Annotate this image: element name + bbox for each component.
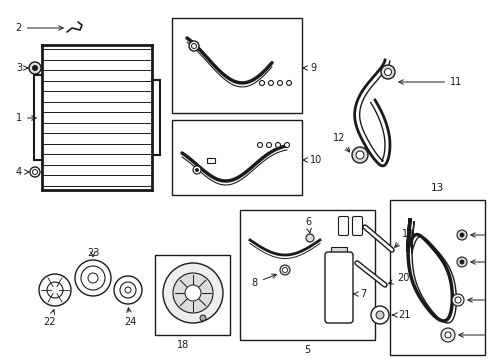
Bar	[389, 200, 484, 355]
Circle shape	[275, 143, 280, 148]
Text: 3: 3	[16, 63, 28, 73]
Circle shape	[257, 143, 262, 148]
Text: 18: 18	[177, 340, 189, 350]
Circle shape	[173, 273, 213, 313]
Bar	[330, 247, 346, 257]
Bar	[383, 69, 391, 75]
Bar	[172, 120, 302, 195]
Circle shape	[456, 230, 466, 240]
Text: 17: 17	[470, 230, 488, 240]
Bar	[206, 158, 215, 163]
Text: 11: 11	[398, 77, 461, 87]
Circle shape	[444, 332, 450, 338]
Circle shape	[259, 81, 264, 85]
Circle shape	[280, 265, 289, 275]
Circle shape	[200, 315, 205, 321]
Bar	[172, 18, 302, 113]
Circle shape	[29, 62, 41, 74]
Circle shape	[351, 147, 367, 163]
Circle shape	[380, 65, 394, 79]
Circle shape	[75, 260, 111, 296]
Text: 22: 22	[43, 310, 56, 327]
Text: 5: 5	[304, 345, 310, 355]
Circle shape	[459, 260, 463, 264]
Circle shape	[184, 285, 201, 301]
Circle shape	[454, 297, 460, 303]
Circle shape	[191, 44, 196, 49]
Circle shape	[114, 276, 142, 304]
Text: 15: 15	[467, 295, 488, 305]
Circle shape	[284, 143, 289, 148]
Text: 12: 12	[332, 133, 349, 152]
Circle shape	[189, 41, 199, 51]
Circle shape	[32, 66, 38, 71]
Bar	[240, 210, 374, 340]
Circle shape	[440, 328, 454, 342]
Circle shape	[268, 81, 273, 85]
Text: 10: 10	[303, 155, 322, 165]
Circle shape	[451, 294, 463, 306]
Text: 19: 19	[394, 229, 413, 247]
Text: 23: 23	[87, 248, 99, 258]
Text: 21: 21	[391, 310, 409, 320]
Circle shape	[277, 81, 282, 85]
Circle shape	[30, 167, 40, 177]
Circle shape	[125, 287, 131, 293]
Circle shape	[193, 166, 201, 174]
Circle shape	[375, 311, 383, 319]
Text: 24: 24	[123, 308, 136, 327]
Circle shape	[266, 143, 271, 148]
Circle shape	[39, 274, 71, 306]
Bar	[155, 255, 229, 335]
Circle shape	[88, 273, 98, 283]
Circle shape	[355, 151, 363, 159]
Text: 1: 1	[16, 113, 36, 123]
Circle shape	[456, 257, 466, 267]
FancyBboxPatch shape	[325, 252, 352, 323]
Circle shape	[370, 306, 388, 324]
Text: 9: 9	[303, 63, 315, 73]
Circle shape	[81, 266, 105, 290]
Text: 8: 8	[251, 274, 276, 288]
Circle shape	[305, 234, 313, 242]
Text: 4: 4	[16, 167, 29, 177]
FancyBboxPatch shape	[338, 216, 348, 235]
Circle shape	[282, 267, 287, 273]
Circle shape	[384, 68, 391, 76]
Text: 14: 14	[458, 330, 488, 340]
FancyBboxPatch shape	[352, 216, 362, 235]
Circle shape	[120, 282, 136, 298]
Circle shape	[195, 168, 198, 171]
Text: 20: 20	[388, 273, 408, 284]
Circle shape	[163, 263, 223, 323]
Circle shape	[47, 282, 63, 298]
Circle shape	[459, 233, 463, 237]
Text: 13: 13	[430, 183, 443, 193]
Text: 2: 2	[16, 23, 63, 33]
Circle shape	[32, 170, 38, 175]
Circle shape	[286, 81, 291, 85]
Text: 7: 7	[353, 289, 366, 299]
Text: 6: 6	[305, 217, 311, 233]
Text: 16: 16	[470, 257, 488, 267]
